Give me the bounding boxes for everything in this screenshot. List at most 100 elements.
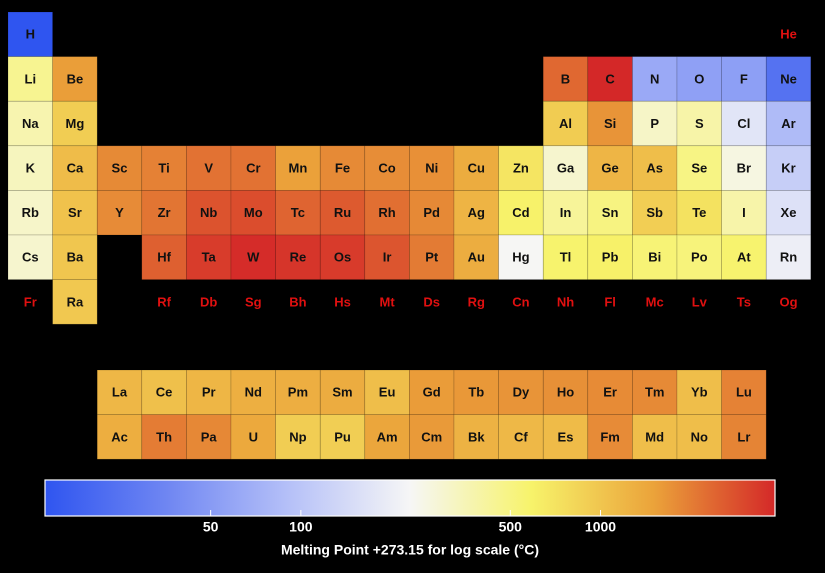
element-symbol: Tm: [645, 385, 665, 400]
element-symbol: Ir: [383, 250, 392, 265]
element-cell: [721, 56, 767, 102]
element-cell: [632, 414, 678, 460]
element-symbol: H: [26, 27, 35, 42]
element-symbol: Kr: [781, 161, 795, 176]
element-cell: [275, 234, 321, 280]
element-cell: [542, 190, 589, 236]
element-cell: [765, 100, 812, 147]
element-symbol: Cm: [421, 429, 442, 444]
element-cell: [52, 100, 98, 147]
element-symbol: Sb: [646, 205, 663, 220]
element-cell: [96, 414, 143, 460]
element-cell: [186, 145, 232, 191]
element-symbol: Ge: [601, 161, 618, 176]
element-cell: [7, 11, 53, 57]
element-cell: [542, 56, 589, 102]
element-cell: [409, 190, 455, 236]
element-symbol: Sg: [245, 294, 262, 309]
element-cell: [275, 190, 321, 236]
element-cell: [632, 190, 678, 236]
element-cell: [765, 234, 812, 280]
colorbar-tick-label: 50: [203, 519, 219, 535]
element-cell: [632, 100, 678, 147]
element-cell: [186, 234, 232, 280]
element-symbol: Ra: [67, 294, 84, 309]
element-cell: [409, 234, 455, 280]
element-symbol: Be: [67, 71, 84, 86]
element-symbol: Rb: [22, 205, 39, 220]
element-cell: [186, 369, 232, 415]
element-cell: [587, 234, 633, 280]
element-symbol: Yb: [691, 385, 708, 400]
element-symbol: W: [247, 250, 260, 265]
element-symbol: Mo: [244, 205, 263, 220]
element-cell: [409, 414, 455, 460]
element-symbol: Zn: [513, 161, 529, 176]
element-cell: [632, 56, 678, 102]
element-cell: [52, 56, 98, 102]
element-symbol: C: [605, 71, 615, 86]
element-symbol: Er: [603, 385, 617, 400]
element-cell: [765, 190, 812, 236]
element-symbol: Sr: [68, 205, 82, 220]
element-symbol: Ca: [67, 161, 84, 176]
element-cell: [721, 100, 767, 147]
element-cell: [141, 190, 187, 236]
element-cell: [7, 234, 53, 280]
element-symbol: Ho: [557, 385, 574, 400]
element-symbol: Ac: [111, 429, 128, 444]
element-symbol: Bk: [468, 429, 485, 444]
element-symbol: Fl: [604, 294, 616, 309]
colorbar-tick-label: 500: [499, 519, 523, 535]
element-cell: [52, 145, 98, 191]
element-symbol: V: [204, 161, 213, 176]
element-symbol: Cd: [512, 205, 529, 220]
element-cell: [765, 145, 812, 191]
element-cell: [96, 145, 143, 191]
element-symbol: Na: [22, 116, 39, 131]
element-symbol: Tl: [560, 250, 572, 265]
element-cell: [453, 190, 499, 236]
element-symbol: Rg: [468, 294, 485, 309]
element-cell: [409, 369, 455, 415]
element-symbol: Nh: [557, 294, 574, 309]
element-cell: [319, 234, 366, 280]
element-symbol: Md: [645, 429, 664, 444]
element-symbol: Mg: [66, 116, 85, 131]
element-cell: [587, 56, 633, 102]
element-symbol: Ar: [781, 116, 795, 131]
element-symbol: Cn: [512, 294, 529, 309]
element-cell: [364, 234, 410, 280]
element-symbol: Si: [604, 116, 616, 131]
element-symbol: Pd: [423, 205, 440, 220]
element-symbol: F: [740, 71, 748, 86]
element-symbol: U: [249, 429, 258, 444]
element-cell: [319, 369, 366, 415]
element-symbol: He: [780, 27, 797, 42]
element-symbol: Bi: [648, 250, 661, 265]
element-symbol: Li: [25, 71, 37, 86]
element-cell: [498, 234, 544, 280]
element-symbol: Au: [468, 250, 485, 265]
element-symbol: Ta: [202, 250, 217, 265]
element-cell: [676, 190, 722, 236]
element-symbol: Tc: [291, 205, 305, 220]
element-symbol: At: [737, 250, 751, 265]
element-symbol: Fr: [24, 294, 37, 309]
element-cell: [721, 234, 767, 280]
element-symbol: Ce: [156, 385, 173, 400]
element-symbol: Ga: [557, 161, 575, 176]
element-cell: [498, 414, 544, 460]
element-symbol: Ru: [334, 205, 351, 220]
element-cell: [186, 414, 232, 460]
element-cell: [542, 369, 589, 415]
element-symbol: Al: [559, 116, 572, 131]
element-symbol: B: [561, 71, 570, 86]
element-symbol: Br: [737, 161, 751, 176]
element-symbol: Th: [156, 429, 172, 444]
element-symbol: Cs: [22, 250, 39, 265]
element-cell: [141, 369, 187, 415]
element-symbol: Os: [334, 250, 351, 265]
element-symbol: Tb: [468, 385, 484, 400]
element-symbol: Np: [289, 429, 306, 444]
